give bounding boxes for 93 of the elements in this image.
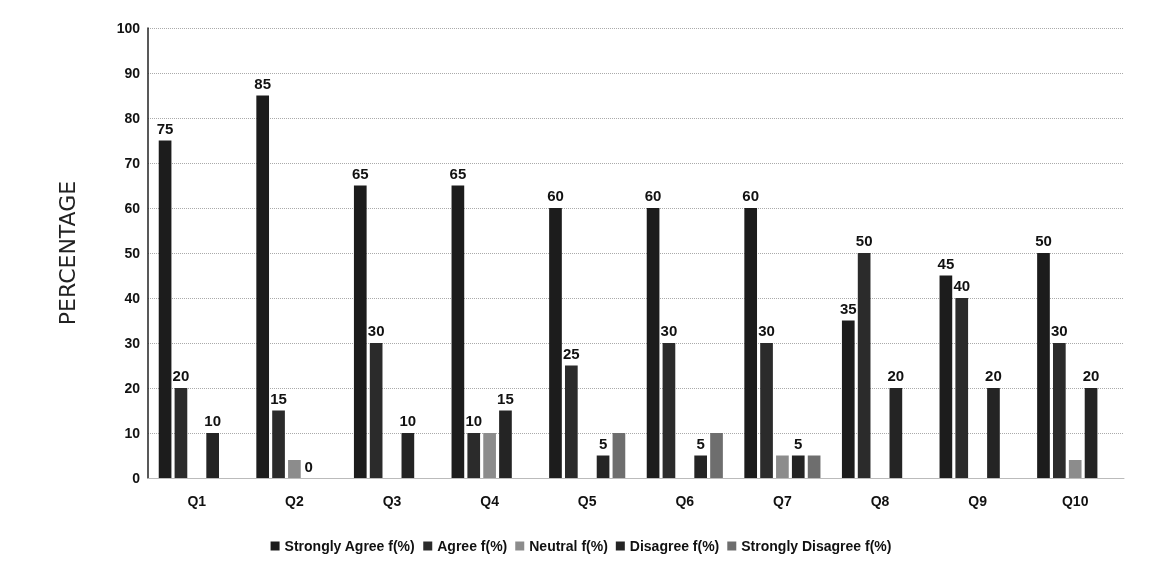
x-tick-label: Q4 <box>480 493 500 509</box>
data-label: 85 <box>254 74 272 92</box>
data-label: 15 <box>497 389 514 407</box>
bar <box>889 388 903 478</box>
legend-label: Neutral f(%) <box>529 538 608 554</box>
x-tick-label: Q8 <box>870 493 890 509</box>
data-label: 5 <box>696 434 705 452</box>
x-tick-label: Q9 <box>968 493 988 509</box>
legend-label: Disagree f(%) <box>629 538 720 554</box>
bar <box>1084 388 1098 478</box>
x-tick-label: Q10 <box>1061 493 1089 509</box>
x-tick-label: Q2 <box>285 493 304 509</box>
bar <box>710 433 723 478</box>
bar <box>565 365 578 478</box>
bar <box>451 185 465 478</box>
bar <box>353 185 367 478</box>
y-tick-label: 60 <box>124 200 141 216</box>
y-tick-label: 100 <box>116 20 141 36</box>
bar <box>791 455 805 478</box>
bar <box>174 388 188 478</box>
y-tick-label: 10 <box>124 425 141 441</box>
bar <box>646 208 660 478</box>
bar <box>483 433 496 478</box>
bar <box>549 208 562 478</box>
data-label: 10 <box>399 412 417 429</box>
data-label: 50 <box>855 232 873 249</box>
bar <box>401 433 415 478</box>
y-tick-label: 50 <box>124 245 141 261</box>
annotation: 0 <box>304 457 313 475</box>
bar <box>955 298 969 478</box>
data-label: 65 <box>351 164 369 182</box>
data-label: 20 <box>887 367 905 384</box>
data-label: 30 <box>660 322 678 339</box>
x-tick-label: Q5 <box>577 493 597 509</box>
y-tick-label: 70 <box>124 155 141 171</box>
x-tick-label: Q3 <box>382 493 402 509</box>
bar <box>662 343 676 478</box>
bar <box>841 320 855 478</box>
x-tick-label: Q6 <box>675 493 695 509</box>
y-axis-title: PERCENTAGE <box>54 180 80 326</box>
data-label: 30 <box>367 322 385 339</box>
bar <box>288 460 301 478</box>
y-tick-label: 80 <box>124 110 141 126</box>
data-label: 60 <box>644 187 662 204</box>
x-tick-label: Q1 <box>187 493 207 509</box>
bar <box>158 140 172 478</box>
bar <box>987 388 1000 478</box>
bar <box>1037 253 1050 478</box>
bar <box>596 455 610 478</box>
data-label: 20 <box>172 367 190 384</box>
y-tick-label: 40 <box>124 290 141 306</box>
bar <box>369 343 383 478</box>
legend-label: Agree f(%) <box>437 538 508 554</box>
bar <box>694 455 707 478</box>
bar <box>744 208 758 478</box>
y-tick-label: 0 <box>132 470 141 486</box>
data-label: 20 <box>1082 367 1100 384</box>
bar <box>499 410 512 478</box>
data-label: 20 <box>985 367 1002 384</box>
data-label: 30 <box>758 322 775 339</box>
y-tick-label: 20 <box>124 380 141 396</box>
legend-label: Strongly Disagree f(%) <box>741 538 892 554</box>
data-label: 10 <box>204 412 221 429</box>
data-label: 30 <box>1051 322 1068 339</box>
data-label: 35 <box>839 299 857 317</box>
data-label: 60 <box>547 187 564 204</box>
legend-label: Strongly Agree f(%) <box>284 538 415 554</box>
bar <box>939 275 953 478</box>
bar <box>776 455 789 478</box>
data-label: 15 <box>270 389 287 407</box>
bar <box>857 253 871 478</box>
data-label: 75 <box>156 119 174 137</box>
bar <box>1053 343 1066 478</box>
bar <box>206 433 219 478</box>
bar <box>1068 460 1082 478</box>
bar <box>467 433 481 478</box>
y-tick-label: 30 <box>124 335 141 351</box>
data-label: 50 <box>1035 232 1052 249</box>
data-label: 60 <box>742 187 760 204</box>
data-label: 10 <box>465 412 483 429</box>
data-label: 45 <box>937 254 955 272</box>
y-tick-label: 90 <box>124 65 141 81</box>
data-label: 65 <box>449 164 467 182</box>
data-label: 25 <box>563 344 580 362</box>
x-tick-label: Q7 <box>773 493 792 509</box>
data-label: 40 <box>953 277 971 294</box>
bar <box>272 410 285 478</box>
bar <box>612 433 626 478</box>
data-label: 5 <box>598 434 608 452</box>
bar <box>760 343 773 478</box>
data-label: 5 <box>794 434 803 452</box>
bar <box>256 95 270 478</box>
bar <box>807 455 821 478</box>
